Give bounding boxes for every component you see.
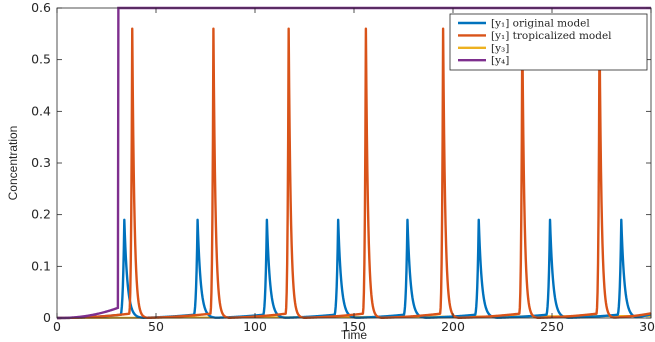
legend-label: [y₃] [491, 42, 509, 54]
y-tick-label: 0.3 [31, 155, 51, 170]
y-tick-label: 0.1 [31, 258, 51, 273]
y-tick-label: 0.4 [31, 103, 51, 118]
y-axis-title: Concentration [6, 126, 20, 201]
y-tick-label: 0 [43, 310, 51, 325]
x-tick-label: 250 [540, 319, 564, 334]
series-y1-original-line [56, 218, 652, 320]
x-tick-label: 50 [148, 319, 164, 334]
series-y1-tropicalized-line [56, 27, 652, 320]
x-axis-title: Time [341, 328, 368, 342]
x-tick-label: 300 [639, 319, 655, 334]
ticks-layer: 0 50 100 150 200 250 300 0 0.1 0.2 0.3 0.4 0.5 0.6 [31, 0, 655, 334]
legend: [y₁] original model[y₁] tropicalized mod… [449, 13, 648, 71]
legend-label: [y₄] [491, 55, 509, 67]
x-tick-label: 150 [342, 319, 366, 334]
legend-label: [y₁] original model [491, 18, 590, 30]
x-tick-label: 100 [243, 319, 267, 334]
x-tick-label: 0 [53, 319, 61, 334]
legend-label: [y₁] tropicalized model [491, 30, 612, 42]
y-tick-label: 0.5 [31, 52, 51, 67]
y-tick-label: 0.6 [31, 0, 51, 15]
x-tick-label: 200 [441, 319, 465, 334]
y-tick-label: 0.2 [31, 207, 51, 222]
